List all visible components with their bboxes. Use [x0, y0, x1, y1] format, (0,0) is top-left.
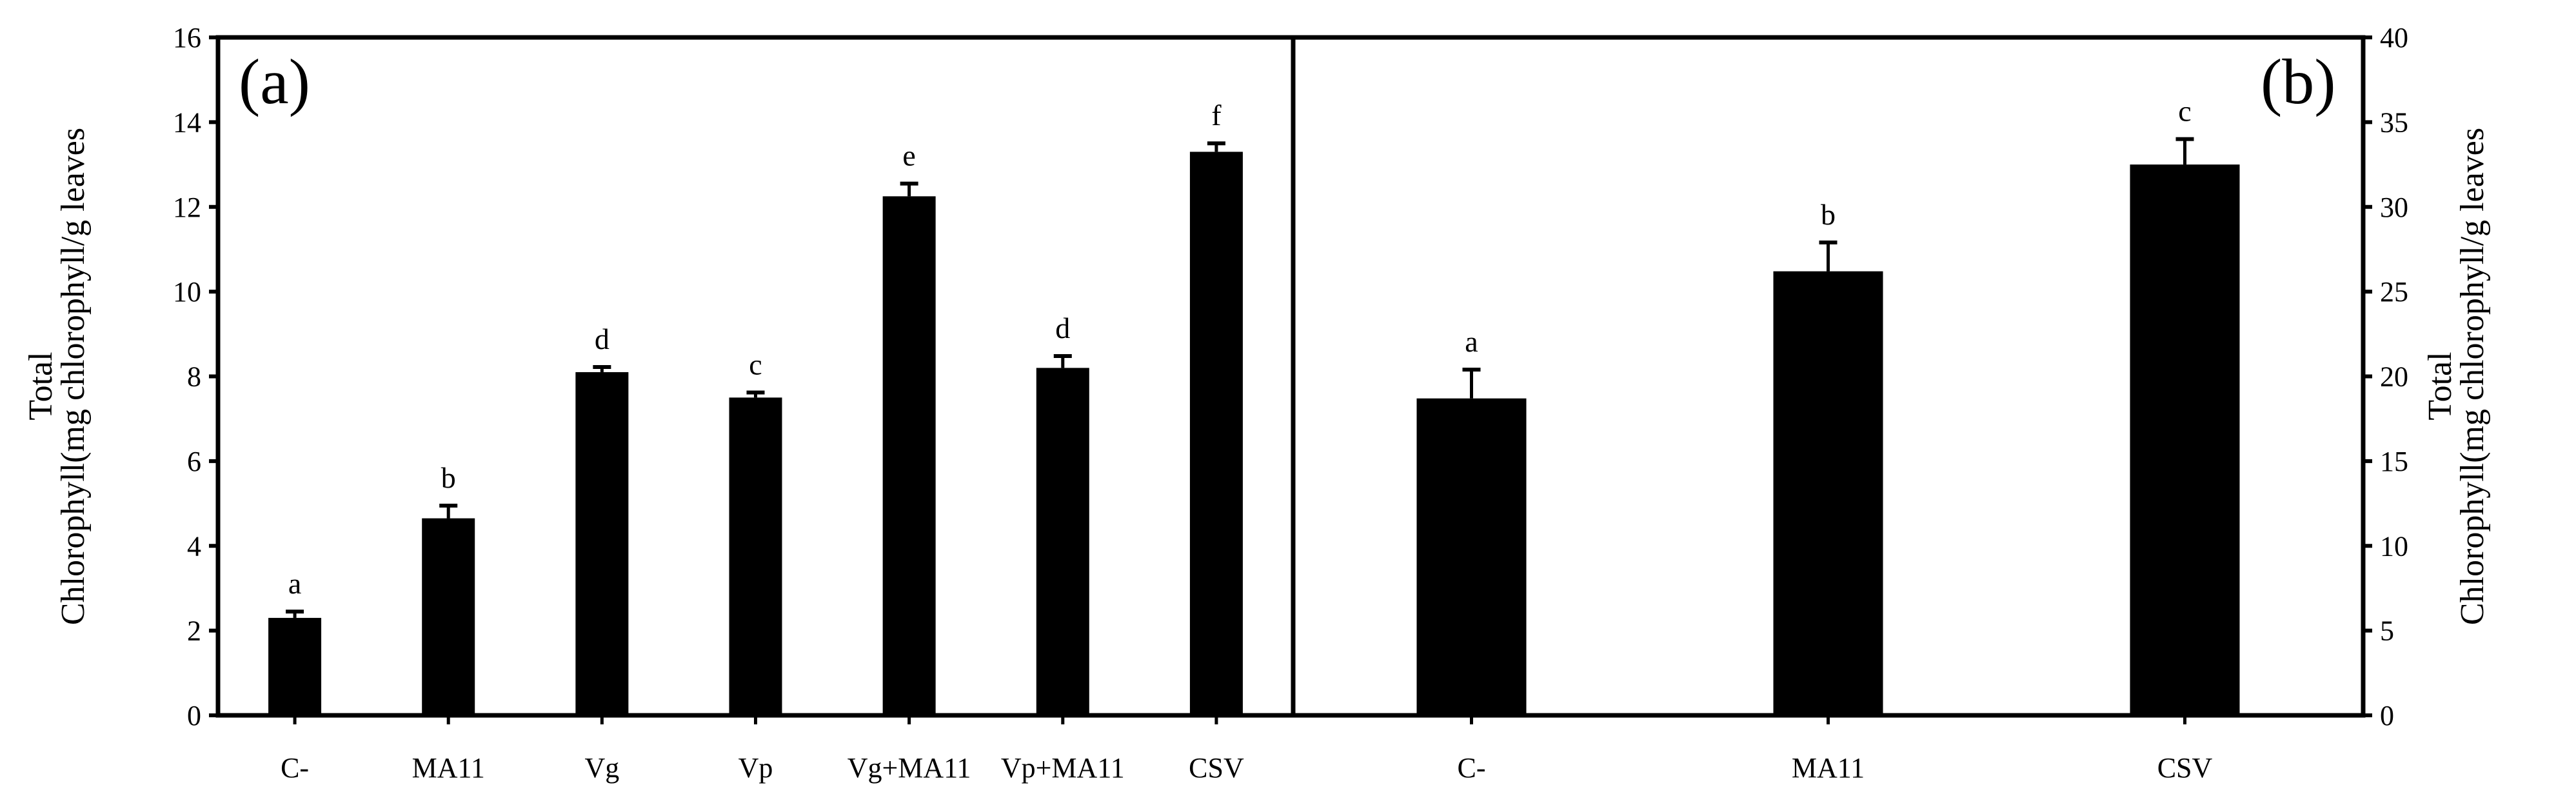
y-tick-label: 4	[187, 530, 201, 562]
y-tick-label: 0	[187, 700, 201, 731]
y-tick-label: 0	[2380, 700, 2394, 731]
y-axis-title-line1: Total	[23, 352, 59, 420]
panel-label: (a)	[239, 46, 310, 117]
x-tick-label: CSV	[1189, 752, 1244, 784]
y-tick-label: 10	[173, 276, 201, 308]
y-tick-label: 10	[2380, 530, 2408, 562]
bar	[1036, 368, 1089, 715]
bar	[575, 372, 629, 715]
significance-letter: f	[1211, 99, 1222, 132]
bar	[1189, 152, 1243, 715]
y-tick-label: 20	[2380, 361, 2408, 393]
y-axis-title-line2: Chlorophyll(mg chlorophyll/g leaves	[55, 128, 92, 625]
y-tick-label: 16	[173, 22, 201, 54]
significance-letter: e	[902, 139, 915, 172]
x-tick-label: C-	[1458, 752, 1486, 784]
y-tick-label: 40	[2380, 22, 2408, 54]
significance-letter: b	[1821, 198, 1836, 231]
significance-letter: d	[1055, 312, 1070, 344]
y-tick-label: 5	[2380, 615, 2394, 647]
bar	[2130, 164, 2240, 715]
bar	[422, 518, 475, 715]
bar	[1773, 271, 1883, 716]
y-tick-label: 30	[2380, 192, 2408, 223]
x-tick-label: Vp+MA11	[1001, 752, 1125, 784]
bar	[882, 196, 936, 715]
significance-letter: d	[595, 323, 609, 355]
bar	[729, 397, 782, 715]
y-axis-title-line2: Chlorophyll(mg chlorophyll/g leaves	[2454, 128, 2491, 625]
significance-letter: c	[2178, 95, 2191, 128]
x-tick-label: C-	[281, 752, 309, 784]
y-tick-label: 25	[2380, 276, 2408, 308]
y-tick-label: 14	[173, 106, 201, 138]
y-tick-label: 12	[173, 192, 201, 223]
y-tick-label: 15	[2380, 446, 2408, 477]
y-axis-title-line1: Total	[2422, 352, 2459, 420]
x-tick-label: Vg+MA11	[847, 752, 971, 784]
bar	[268, 617, 322, 715]
x-tick-label: MA11	[1792, 752, 1865, 784]
x-tick-label: Vg	[584, 752, 619, 784]
significance-letter: b	[441, 461, 456, 494]
y-tick-label: 6	[187, 446, 201, 477]
x-tick-label: CSV	[2157, 752, 2213, 784]
x-tick-label: Vp	[738, 752, 773, 784]
y-tick-label: 8	[187, 361, 201, 393]
y-tick-label: 35	[2380, 106, 2408, 138]
x-tick-label: MA11	[412, 752, 485, 784]
panel-label: (b)	[2261, 46, 2336, 117]
y-tick-label: 2	[187, 615, 201, 647]
significance-letter: c	[749, 348, 762, 381]
significance-letter: a	[288, 567, 301, 600]
bar	[1416, 398, 1527, 715]
significance-letter: a	[1465, 325, 1478, 358]
